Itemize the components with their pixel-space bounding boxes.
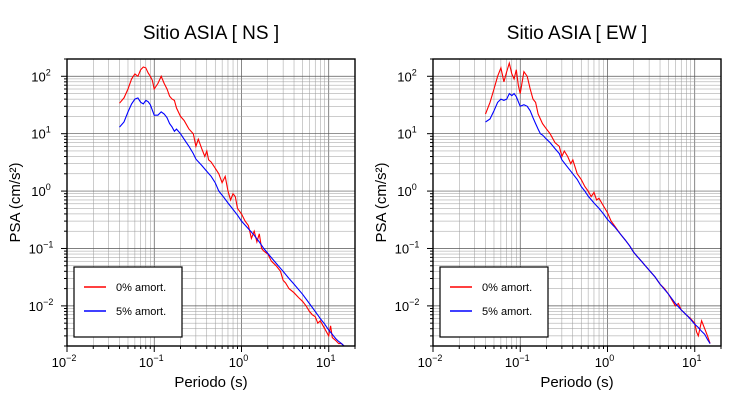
legend-label: 0% amort.: [482, 282, 532, 294]
y-tick-label: 101: [31, 125, 50, 142]
x-axis-label: Periodo (s): [540, 374, 613, 391]
y-tick-label: 10−2: [395, 297, 420, 314]
series-line-blue: [119, 97, 345, 346]
legend-box: [73, 266, 183, 338]
y-tick-label: 102: [397, 67, 416, 84]
y-axis-label: PSA (cm/s²): [373, 162, 390, 242]
y-tick-label: 10−1: [29, 239, 54, 256]
plot-frame: [66, 58, 356, 347]
y-tick-label: 10−2: [29, 297, 54, 314]
legend-box: [439, 266, 549, 338]
legend-label: 5% amort.: [482, 306, 532, 318]
axis-ticks: [427, 58, 722, 352]
y-tick-label: 101: [397, 125, 416, 142]
y-tick-label: 100: [397, 182, 416, 199]
legend: 0% amort. 5% amort.: [439, 266, 549, 338]
y-tick-label: 102: [31, 67, 50, 84]
series-line-blue: [485, 92, 711, 344]
chart-panel-1: 10−2 10−1 100 101 10−2 10−1 100 101 102 0% amort.…: [7, 23, 356, 391]
legend-label: 5% amort.: [116, 306, 166, 318]
chart-title: Sitio ASIA [ EW ]: [507, 23, 647, 44]
x-tick-label: 101: [682, 353, 701, 370]
chart-panel-2: 10−2 10−1 100 101 10−2 10−1 100 101 102 0% amort.…: [373, 23, 722, 391]
legend: 0% amort. 5% amort.: [73, 266, 183, 338]
x-tick-label: 101: [316, 353, 335, 370]
y-tick-label: 100: [31, 182, 50, 199]
legend-label: 0% amort.: [116, 282, 166, 294]
x-tick-label: 100: [595, 353, 614, 370]
series-line-red: [119, 66, 345, 346]
y-tick-label: 10−1: [395, 239, 420, 256]
x-tick-label: 10−2: [52, 353, 77, 370]
x-axis-label: Periodo (s): [174, 374, 247, 391]
x-tick-label: 10−2: [418, 353, 443, 370]
x-tick-label: 10−1: [139, 353, 164, 370]
x-tick-label: 10−1: [505, 353, 530, 370]
chart-title: Sitio ASIA [ NS ]: [143, 23, 279, 44]
y-axis-label: PSA (cm/s²): [7, 162, 24, 242]
plot-frame: [432, 58, 722, 347]
x-tick-label: 100: [229, 353, 248, 370]
